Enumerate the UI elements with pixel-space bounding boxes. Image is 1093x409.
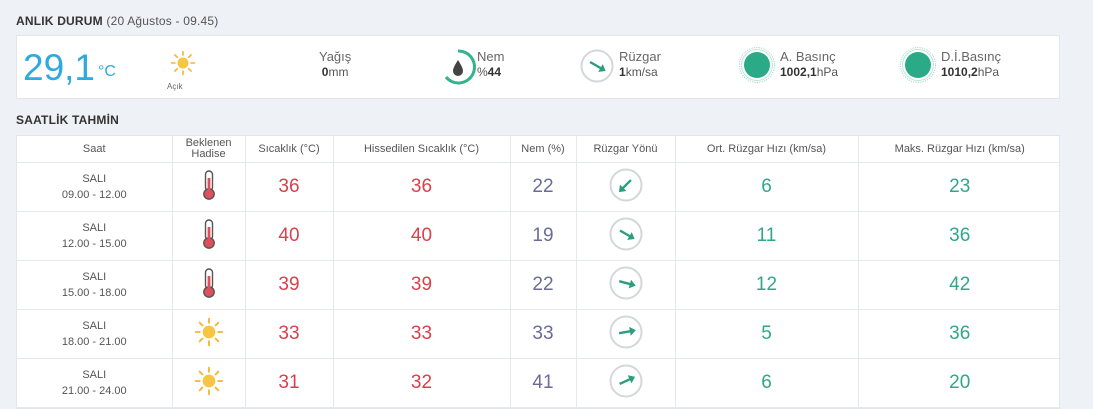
- feels-like-cell: 36: [333, 162, 511, 212]
- pressure-gauge-icon: [739, 47, 775, 83]
- table-row: SALI 21.00 - 24.00 31 32 41 6 20: [17, 358, 1061, 408]
- wind-direction-cell: [576, 162, 676, 212]
- wind-direction-cell: [576, 260, 676, 310]
- humidity-cell: 22: [510, 260, 577, 310]
- sun-icon: [194, 366, 223, 395]
- header-wind-direction: Rüzgar Yönü: [576, 136, 676, 163]
- header-event: Beklenen Hadise: [172, 136, 246, 163]
- header-time: Saat: [17, 136, 173, 163]
- current-temperature: 29,1 °C: [23, 47, 116, 88]
- header-feels-like: Hissedilen Sıcaklık (°C): [333, 136, 511, 163]
- wind-direction-icon: [609, 168, 642, 201]
- max-wind-speed-cell: 23: [858, 162, 1061, 212]
- wind-direction-cell: [576, 309, 676, 359]
- sun-icon: [170, 50, 196, 76]
- event-cell: [172, 162, 246, 212]
- sun-icon: [194, 317, 223, 346]
- avg-wind-speed-cell: 6: [675, 162, 859, 212]
- current-conditions-title: ANLIK DURUM (20 Ağustos - 09.45): [16, 14, 219, 28]
- max-wind-speed-cell: 36: [858, 211, 1061, 261]
- feels-like-cell: 39: [333, 260, 511, 310]
- wind-direction-icon: [609, 364, 642, 397]
- event-cell: [172, 309, 246, 359]
- header-temperature: Sıcaklık (°C): [245, 136, 334, 163]
- wind-direction-cell: [576, 211, 676, 261]
- temperature-cell: 39: [245, 260, 334, 310]
- header-max-wind-speed: Maks. Rüzgar Hızı (km/sa): [858, 136, 1061, 163]
- max-wind-speed-cell: 42: [858, 260, 1061, 310]
- table-header-row: Saat Beklenen Hadise Sıcaklık (°C) Hissed…: [17, 136, 1061, 163]
- sea-level-pressure: D.İ.Basınç 1010,2hPa: [941, 49, 1001, 79]
- event-cell: [172, 260, 246, 310]
- feels-like-cell: 32: [333, 358, 511, 408]
- max-wind-speed-cell: 36: [858, 309, 1061, 359]
- humidity: Nem %44: [477, 49, 505, 79]
- table-row: SALI 18.00 - 21.00 33 33 33 5 36: [17, 309, 1061, 359]
- wind: Rüzgar 1km/sa: [619, 49, 661, 79]
- time-cell: SALI 12.00 - 15.00: [17, 211, 173, 261]
- avg-wind-speed-cell: 5: [675, 309, 859, 359]
- temperature-cell: 33: [245, 309, 334, 359]
- time-cell: SALI 21.00 - 24.00: [17, 358, 173, 408]
- table-row: SALI 09.00 - 12.00 36 36 22 6 23: [17, 162, 1061, 212]
- header-avg-wind-speed: Ort. Rüzgar Hızı (km/sa): [675, 136, 859, 163]
- time-cell: SALI 15.00 - 18.00: [17, 260, 173, 310]
- current-conditions-timestamp: (20 Ağustos - 09.45): [106, 14, 219, 28]
- condition-label: Açık: [167, 82, 183, 91]
- avg-wind-speed-cell: 11: [675, 211, 859, 261]
- wind-direction-icon: [580, 49, 614, 83]
- pressure: A. Basınç 1002,1hPa: [780, 49, 839, 79]
- temperature-cell: 31: [245, 358, 334, 408]
- humidity-cell: 22: [510, 162, 577, 212]
- event-cell: [172, 358, 246, 408]
- wind-direction-icon: [609, 315, 642, 348]
- hourly-forecast-table: Saat Beklenen Hadise Sıcaklık (°C) Hissed…: [16, 135, 1061, 409]
- humidity-cell: 33: [510, 309, 577, 359]
- time-cell: SALI 18.00 - 21.00: [17, 309, 173, 359]
- event-cell: [172, 211, 246, 261]
- humidity-gauge-icon: [444, 49, 476, 85]
- wind-direction-icon: [609, 266, 642, 299]
- time-cell: SALI 09.00 - 12.00: [17, 162, 173, 212]
- sea-level-pressure-gauge-icon: [900, 47, 936, 83]
- thermometer-icon: [202, 267, 215, 298]
- max-wind-speed-cell: 20: [858, 358, 1061, 408]
- humidity-cell: 19: [510, 211, 577, 261]
- table-row: SALI 12.00 - 15.00 40 40 19 11 36: [17, 211, 1061, 261]
- feels-like-cell: 40: [333, 211, 511, 261]
- feels-like-cell: 33: [333, 309, 511, 359]
- current-conditions-panel: 29,1 °C Açık Yağış 0mm Nem %44 Rüzgar 1km…: [16, 35, 1060, 99]
- wind-direction-cell: [576, 358, 676, 408]
- table-row: SALI 15.00 - 18.00 39 39 22 12 42: [17, 260, 1061, 310]
- precipitation: Yağış 0mm: [319, 49, 352, 79]
- wind-direction-icon: [609, 217, 642, 250]
- temperature-cell: 40: [245, 211, 334, 261]
- thermometer-icon: [202, 218, 215, 249]
- temperature-cell: 36: [245, 162, 334, 212]
- avg-wind-speed-cell: 6: [675, 358, 859, 408]
- humidity-cell: 41: [510, 358, 577, 408]
- hourly-forecast-title: SAATLİK TAHMİN: [16, 113, 120, 127]
- header-humidity: Nem (%): [510, 136, 577, 163]
- thermometer-icon: [202, 169, 215, 200]
- avg-wind-speed-cell: 12: [675, 260, 859, 310]
